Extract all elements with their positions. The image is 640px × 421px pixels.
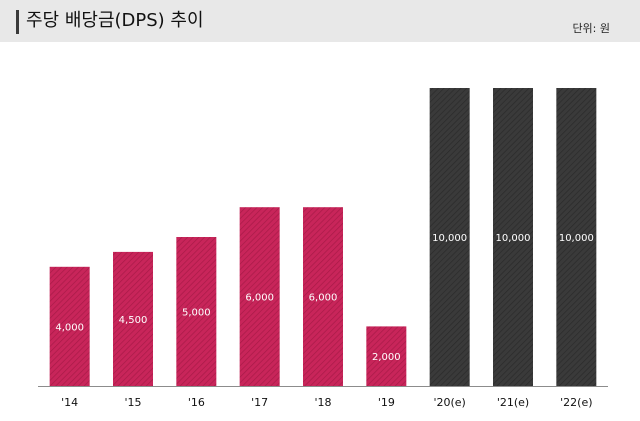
bar-4 (303, 207, 343, 386)
bar-value-label-0: 4,000 (55, 322, 84, 333)
bar-value-label-5: 2,000 (372, 352, 401, 363)
x-tick-label-7: '21(e) (497, 396, 529, 409)
x-tick-label-4: '18 (314, 396, 331, 409)
unit-label: 단위: 원 (572, 22, 610, 35)
bar-value-label-8: 10,000 (559, 233, 594, 244)
x-tick-label-2: '16 (188, 396, 205, 409)
bar-value-label-4: 6,000 (309, 293, 338, 304)
x-tick-label-5: '19 (378, 396, 395, 409)
bar-value-label-7: 10,000 (496, 233, 531, 244)
x-tick-label-8: '22(e) (560, 396, 592, 409)
bar-0 (49, 266, 90, 386)
bar-8 (556, 88, 597, 386)
bar-2 (176, 237, 217, 386)
title-accent-bar (16, 10, 19, 34)
bar-value-label-3: 6,000 (245, 293, 274, 304)
bar-6 (429, 88, 470, 386)
bar-7 (493, 88, 533, 386)
x-tick-label-3: '17 (251, 396, 268, 409)
chart-title: 주당 배당금(DPS) 추이 (26, 10, 204, 31)
bar-1 (113, 251, 153, 386)
bar-3 (239, 207, 280, 386)
bar-value-label-1: 4,500 (119, 315, 148, 326)
chart-header: 주당 배당금(DPS) 추이 단위: 원 (0, 0, 640, 42)
x-tick-label-6: '20(e) (433, 396, 465, 409)
x-tick-label-0: '14 (61, 396, 78, 409)
bar-value-label-6: 10,000 (432, 233, 467, 244)
bar-value-label-2: 5,000 (182, 308, 211, 319)
x-tick-label-1: '15 (124, 396, 141, 409)
bar-5 (366, 326, 407, 386)
